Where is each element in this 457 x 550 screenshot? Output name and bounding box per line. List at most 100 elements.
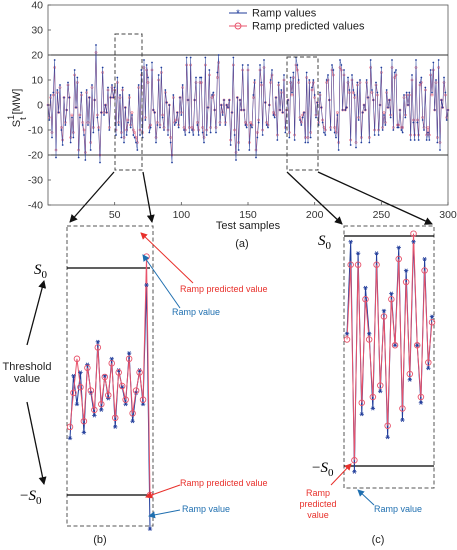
data-point-actual — [203, 141, 205, 144]
zoom-point-actual — [370, 406, 376, 411]
data-point-actual — [439, 149, 441, 151]
data-point-actual — [64, 124, 67, 126]
data-point-actual — [89, 149, 92, 151]
zoom-arrow-b-right — [142, 171, 155, 223]
zoom-point-actual — [113, 424, 118, 429]
data-point-actual — [328, 99, 331, 101]
data-point-actual — [63, 96, 65, 99]
data-point-actual — [153, 111, 156, 114]
data-point-actual — [235, 159, 237, 161]
data-point-actual — [437, 59, 440, 61]
data-point-actual — [192, 134, 195, 136]
zoom-point-predicted — [98, 400, 105, 408]
data-point-actual — [268, 104, 271, 106]
zoom-point-actual — [130, 419, 135, 424]
data-point-actual — [401, 131, 404, 134]
data-point-actual — [189, 56, 192, 59]
data-point-actual — [177, 126, 180, 129]
zoom-point-predicted — [373, 261, 380, 269]
data-point-actual — [288, 136, 291, 139]
legend: * Ramp values Ramp predicted values — [227, 7, 365, 33]
data-point-actual — [227, 106, 229, 109]
panel-c: S0 −S0 Ramp predicted value Ramp value (… — [299, 225, 436, 546]
data-point-actual — [77, 156, 80, 159]
zoom-point-actual — [99, 407, 104, 412]
data-point-actual — [440, 99, 443, 101]
data-point-actual — [441, 106, 444, 109]
data-point-actual — [147, 76, 149, 79]
y-axis-label: S1 t[MW] — [6, 89, 28, 128]
zoom-point-predicted — [413, 342, 421, 349]
zoom-point-actual — [392, 343, 398, 348]
data-point-actual — [100, 111, 103, 114]
data-point-actual — [116, 76, 119, 79]
data-point-actual — [344, 109, 347, 111]
data-point-actual — [252, 94, 255, 96]
data-point-actual — [423, 129, 425, 131]
data-point-actual — [443, 76, 445, 79]
zoom-point-actual — [344, 331, 350, 336]
data-point-actual — [76, 76, 79, 79]
data-point-actual — [247, 64, 249, 66]
data-point-predicted — [130, 111, 134, 114]
data-point-actual — [243, 109, 245, 111]
y-tick-label: 40 — [31, 0, 43, 12]
zoom-window-c — [286, 56, 319, 171]
data-point-actual — [319, 91, 321, 94]
data-point-actual — [143, 59, 145, 61]
data-point-actual — [184, 134, 187, 136]
zoom-point-predicted — [108, 360, 115, 367]
data-point-actual — [425, 139, 428, 141]
zoom-point-actual — [126, 351, 132, 356]
data-point-actual — [119, 94, 121, 96]
zoom-point-actual — [426, 366, 431, 371]
val-arrow-top — [142, 254, 181, 309]
zoom-point-predicted — [115, 369, 122, 376]
zoom-point-actual — [407, 377, 413, 382]
data-point-actual — [59, 84, 61, 86]
data-point-actual — [207, 106, 209, 109]
data-point-actual — [160, 66, 163, 69]
zoom-point-predicted — [384, 422, 391, 430]
data-point-actual — [133, 136, 136, 139]
data-point-actual — [357, 119, 360, 121]
threshold-value-label-2: value — [14, 373, 40, 385]
data-point-actual — [296, 64, 299, 66]
data-point-actual — [120, 136, 123, 139]
zoom-point-actual — [95, 339, 101, 344]
data-point-actual — [379, 104, 381, 106]
c-val-arrow — [357, 489, 375, 506]
zoom-point-actual — [352, 469, 357, 474]
zoom-point-predicted — [421, 267, 428, 274]
data-point-actual — [300, 124, 303, 126]
panel-c-s0-label: S0 — [318, 233, 332, 252]
data-point-actual — [113, 86, 116, 89]
y-tick-label: 20 — [31, 50, 43, 62]
data-point-actual — [389, 116, 392, 119]
zoom-point-predicted — [66, 423, 74, 431]
zoom-point-actual — [396, 245, 401, 250]
data-point-actual — [83, 134, 85, 136]
data-point-actual — [200, 76, 203, 79]
data-point-actual — [103, 114, 105, 116]
zoom-arrow-b-left — [69, 171, 115, 223]
panel-b-frame — [66, 225, 154, 527]
data-point-actual — [265, 124, 268, 126]
data-point-actual — [312, 79, 315, 81]
data-point-predicted — [255, 131, 259, 134]
zoom-point-actual — [429, 314, 435, 319]
data-point-actual — [413, 139, 416, 141]
data-point-predicted — [295, 68, 299, 72]
zoom-point-predicted — [391, 342, 399, 349]
zoom-point-predicted — [377, 382, 384, 389]
data-point-actual — [256, 136, 259, 139]
zoom-point-actual — [422, 256, 427, 262]
panel-a: -40 -30 -20 -10 0 10 20 30 40 50 100 150 200 250 300 *… — [6, 0, 457, 250]
data-point-actual — [229, 144, 232, 146]
data-point-actual — [293, 139, 296, 141]
data-point-actual — [175, 121, 177, 124]
b-pred-label-top: Ramp predicted value — [180, 284, 268, 294]
zoom-point-actual — [81, 430, 87, 435]
zoom-point-predicted — [80, 417, 88, 425]
data-point-actual — [321, 121, 324, 124]
